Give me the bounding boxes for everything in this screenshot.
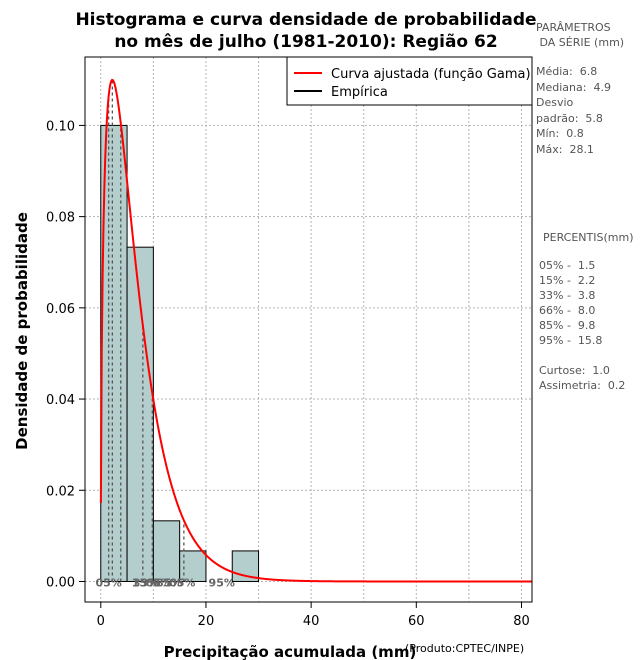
y-tick-label: 0.02 (46, 484, 75, 499)
params-title-2: DA SÉRIE (mm) (536, 36, 625, 49)
x-tick-label: 0 (97, 614, 105, 629)
x-axis-label: Precipitação acumulada (mm) (164, 643, 417, 660)
percentile-list: 05% - 1.5 15% - 2.2 33% - 3.8 66% - 8.0 … (539, 258, 625, 393)
chart-title-line2: no mês de julho (1981-2010): Região 62 (114, 32, 497, 52)
percentis-title: PERCENTIS(mm) (543, 231, 634, 244)
params-title: PARÂMETROS DA SÉRIE (mm) (536, 20, 624, 50)
stat-assimetria: Assimetria: 0.2 (539, 379, 626, 392)
gamma-curve-layer (99, 78, 532, 583)
param-media: Média: 6.8 (536, 65, 598, 78)
legend-label: Curva ajustada (função Gama) (331, 67, 531, 82)
percentile-label: 85% (156, 576, 182, 589)
x-tick-label: 80 (513, 614, 530, 629)
percentile-label: 33% (133, 576, 159, 589)
legend: Curva ajustada (função Gama) Empírica (286, 56, 533, 106)
gamma-curve (99, 78, 532, 583)
y-tick-label: 0.10 (46, 119, 75, 134)
stat-curtose: Curtose: 1.0 (539, 364, 610, 377)
source-note: (Produto:CPTEC/INPE) (405, 642, 524, 655)
params-title-1: PARÂMETROS (536, 21, 611, 34)
param-mediana: Mediana: 4.9 (536, 80, 611, 94)
param-desvio-label: Desvio (536, 96, 574, 109)
y-tick-label: 0.08 (46, 211, 75, 226)
percentile-85: 85% - 9.8 (539, 319, 596, 332)
axes: 0.00 0.02 0.04 0.06 0.08 0.10 0 20 40 60 80 (46, 56, 533, 629)
param-max: Máx: 28.1 (536, 142, 594, 156)
x-tick-label: 40 (303, 614, 320, 629)
legend-label: Empírica (331, 85, 388, 100)
percentile-label: 05% (169, 576, 195, 589)
param-min: Mín: 0.8 (536, 127, 584, 140)
y-tick-label: 0.06 (46, 302, 75, 317)
percentile-label: 05% (95, 576, 121, 589)
histogram-bar (100, 124, 128, 582)
series-params: Média: 6.8 Mediana: 4.9 Desvio padrão: 5… (536, 64, 611, 157)
percentile-95: 95% - 15.8 (539, 334, 603, 347)
percentile-lines: 05% 15%33%66%85%05% 95% (95, 79, 235, 589)
param-desvio-value: padrão: 5.8 (536, 111, 603, 125)
x-tick-label: 60 (408, 614, 425, 629)
histogram-bar (126, 246, 154, 582)
percentile-label: 15% (132, 576, 158, 589)
y-tick-label: 0.00 (46, 575, 75, 590)
percentile-15: 15% - 2.2 (539, 274, 596, 287)
chart-title-line1: Histograma e curva densidade de probabil… (75, 10, 536, 30)
percentile-label: 66% (145, 576, 171, 589)
histogram-bars (100, 124, 260, 582)
percentile-33: 33% - 3.8 (539, 289, 596, 302)
y-tick-label: 0.04 (46, 393, 75, 408)
percentile-66: 66% - 8.0 (539, 304, 596, 317)
percentile-05: 05% - 1.5 (539, 259, 596, 272)
y-axis-label: Densidade de probabilidade (13, 212, 31, 450)
x-tick-label: 20 (198, 614, 215, 629)
histogram-bar (152, 520, 181, 582)
legend-box (286, 56, 533, 106)
percentile-label: 95% (209, 576, 235, 589)
